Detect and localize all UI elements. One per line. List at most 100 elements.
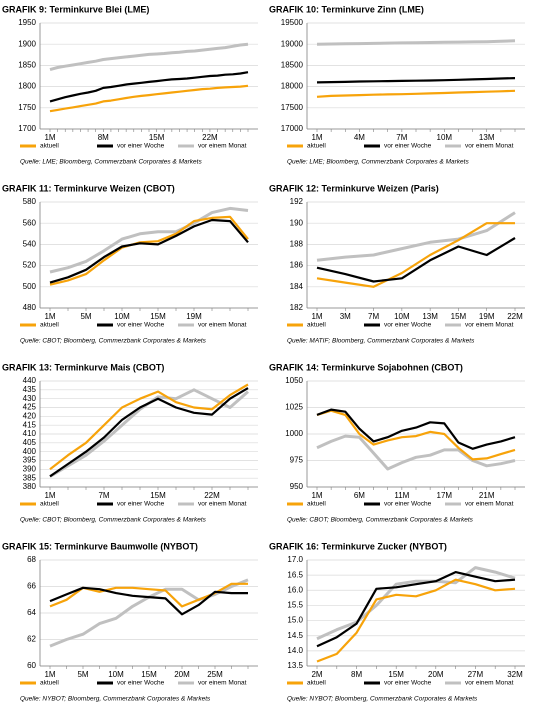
legend-label: vor einem Monat (198, 680, 247, 687)
source-note: Quelle: NYBOT; Bloomberg, Commerzbank Co… (20, 696, 211, 703)
legend-label: vor einer Woche (117, 143, 165, 150)
x-tick-label: 22M (507, 312, 523, 321)
series-line (316, 409, 516, 461)
x-tick-label: 5M (80, 312, 91, 321)
series-line (49, 582, 248, 608)
y-tick-label: 16.5 (287, 570, 303, 579)
y-tick-label: 1000 (285, 429, 303, 438)
series-line (49, 218, 249, 284)
x-tick-label: 13M (422, 312, 438, 321)
x-tick-label: 20M (174, 670, 190, 679)
legend-label: aktuell (40, 143, 59, 150)
source-note: Quelle: CBOT; Bloomberg, Commerzbank Cor… (20, 338, 207, 345)
x-tick-label: 15M (149, 133, 165, 142)
legend-label: vor einem Monat (198, 322, 247, 329)
legend-label: vor einer Woche (384, 322, 432, 329)
x-tick-label: 22M (202, 133, 218, 142)
x-tick-label: 19M (186, 312, 202, 321)
y-tick-label: 15.0 (287, 616, 303, 625)
source-note: Quelle: LME; Bloomberg, Commerzbank Corp… (20, 159, 202, 166)
y-tick-label: 425 (23, 403, 37, 412)
y-tick-label: 440 (23, 376, 37, 385)
legend-label: vor einem Monat (465, 680, 514, 687)
legend-label: vor einem Monat (198, 143, 247, 150)
source-note: Quelle: CBOT; Bloomberg, Commerzbank Cor… (287, 517, 474, 524)
legend-label: aktuell (40, 322, 59, 329)
x-tick-label: 32M (507, 670, 523, 679)
y-tick-label: 1025 (285, 403, 303, 412)
x-tick-label: 15M (150, 491, 166, 500)
source-note: Quelle: NYBOT; Bloomberg, Commerzbank Co… (287, 696, 478, 703)
series-line (49, 387, 249, 478)
y-tick-label: 430 (23, 394, 37, 403)
y-tick-label: 500 (23, 282, 37, 291)
x-tick-label: 5M (77, 670, 88, 679)
x-tick-label: 22M (204, 491, 220, 500)
x-tick-label: 13M (479, 133, 495, 142)
source-note: Quelle: LME; Bloomberg, Commerzbank Corp… (287, 159, 469, 166)
legend-label: vor einer Woche (384, 143, 432, 150)
y-tick-label: 1850 (18, 61, 36, 70)
legend-label: vor einem Monat (465, 322, 514, 329)
series-line (316, 566, 516, 641)
legend-label: aktuell (307, 680, 326, 687)
y-tick-label: 975 (290, 456, 304, 465)
x-tick-label: 27M (468, 670, 484, 679)
x-tick-label: 1M (311, 491, 322, 500)
y-tick-label: 395 (23, 456, 37, 465)
y-tick-label: 186 (290, 261, 304, 270)
y-tick-label: 390 (23, 464, 37, 473)
chart-title: GRAFIK 15: Terminkurve Baumwolle (NYBOT) (2, 541, 198, 551)
y-tick-label: 18000 (281, 82, 304, 91)
y-tick-label: 1750 (18, 103, 36, 112)
x-tick-label: 1M (311, 312, 322, 321)
x-tick-label: 19M (479, 312, 495, 321)
x-tick-label: 25M (207, 670, 223, 679)
chart-title: GRAFIK 13: Terminkurve Mais (CBOT) (2, 362, 164, 372)
legend-label: vor einem Monat (198, 501, 247, 508)
y-tick-label: 405 (23, 438, 37, 447)
y-tick-label: 420 (23, 411, 37, 420)
series-line (49, 215, 249, 286)
y-tick-label: 560 (23, 218, 37, 227)
legend-label: vor einer Woche (117, 680, 165, 687)
y-tick-label: 380 (23, 482, 37, 491)
x-tick-label: 7M (368, 312, 379, 321)
x-tick-label: 15M (451, 312, 467, 321)
y-tick-label: 16.0 (287, 585, 303, 594)
y-tick-label: 1950 (18, 18, 36, 27)
chart-title: GRAFIK 9: Terminkurve Blei (LME) (2, 4, 149, 14)
series-line (49, 206, 249, 274)
series-line (316, 39, 516, 46)
series-line (49, 84, 249, 113)
x-tick-label: 6M (354, 491, 365, 500)
x-tick-label: 1M (44, 133, 55, 142)
y-tick-label: 19000 (281, 39, 304, 48)
legend-label: vor einem Monat (465, 143, 514, 150)
y-tick-label: 1900 (18, 39, 36, 48)
y-tick-label: 192 (290, 197, 304, 206)
x-tick-label: 15M (141, 670, 157, 679)
y-tick-label: 15.5 (287, 601, 303, 610)
y-tick-label: 184 (290, 282, 304, 291)
y-tick-label: 1800 (18, 82, 36, 91)
x-tick-label: 10M (394, 312, 410, 321)
legend-label: aktuell (40, 501, 59, 508)
series-line (49, 586, 248, 616)
legend-label: vor einer Woche (384, 680, 432, 687)
x-tick-label: 8M (98, 133, 109, 142)
series-line (316, 89, 516, 98)
legend-label: aktuell (40, 680, 59, 687)
x-tick-label: 2M (311, 670, 322, 679)
y-tick-label: 13.5 (287, 661, 303, 670)
series-line (316, 237, 516, 283)
x-tick-label: 7M (98, 491, 109, 500)
chart-title: GRAFIK 10: Terminkurve Zinn (LME) (269, 4, 424, 14)
y-tick-label: 188 (290, 240, 304, 249)
series-line (316, 434, 516, 471)
legend-label: aktuell (307, 322, 326, 329)
legend-label: vor einer Woche (384, 501, 432, 508)
x-tick-label: 1M (311, 133, 322, 142)
y-tick-label: 480 (23, 303, 37, 312)
series-line (316, 578, 516, 663)
